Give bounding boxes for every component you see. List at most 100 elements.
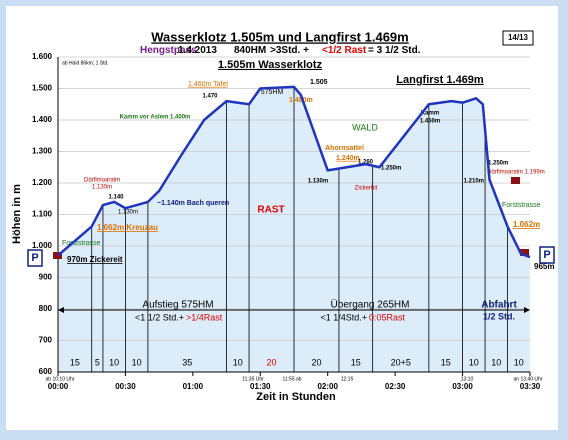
segment-minutes: 20+5 [391, 357, 411, 367]
annotation: 12:15 [341, 376, 354, 382]
x-tick-label: 00:30 [115, 382, 136, 391]
segment-minutes: 10 [514, 357, 524, 367]
annotation: 0:05Rast [369, 312, 406, 322]
x-tick-label: 02:30 [385, 382, 406, 391]
end-marker [520, 249, 529, 256]
annotation: 1/2 Std. [483, 311, 515, 321]
y-tick-label: 1.500 [32, 84, 53, 93]
annotation: 1.140 [108, 195, 124, 201]
y-tick-label: 1.000 [32, 241, 53, 250]
x-tick-label: 01:00 [183, 382, 204, 391]
y-tick-label: 700 [39, 336, 53, 345]
chart-title: Wasserklotz 1.505m und Langfirst 1.469m [151, 29, 408, 44]
segment-minutes: 10 [132, 357, 142, 367]
annotation: <1 1/2 Std.+ [135, 312, 184, 322]
annotation: 1.460m Tafel [188, 81, 228, 88]
annotation: Abfahrt [481, 300, 517, 311]
subtitle-part: Hengstpass [140, 45, 197, 56]
annotation: 1.210m [464, 179, 484, 185]
annotation: Übergang 265HM [331, 299, 410, 311]
parking-box [27, 249, 43, 267]
y-tick-label: 800 [39, 304, 53, 313]
parking-label: P [543, 249, 550, 261]
subtitle-part: = 3 1/2 Std. [368, 45, 421, 56]
annotation: ab 10:10 Uhr [46, 376, 75, 382]
annotation: 970m Zickereit [67, 255, 123, 264]
annotation: Langfirst 1.469m [396, 74, 484, 86]
subtitle-part: >3Std. + [270, 45, 309, 56]
annotation: an 13:40 Uhr [514, 376, 543, 382]
annotation: 1.250m [381, 166, 401, 172]
segment-minutes: 10 [109, 357, 119, 367]
y-tick-label: 600 [39, 367, 53, 376]
start-marker [53, 252, 62, 259]
segment-minutes: 10 [233, 357, 243, 367]
x-tick-label: 01:30 [250, 382, 271, 391]
x-tick-label: 03:00 [452, 382, 473, 391]
y-tick-label: 1.200 [32, 178, 53, 187]
parking-label: P [31, 252, 38, 264]
y-tick-label: 1.300 [32, 147, 53, 156]
segment-minutes: 5 [95, 357, 100, 367]
annotation: <1 1/4Std.+ [320, 312, 367, 322]
annotation: Ahornsattel [325, 145, 364, 152]
segment-minutes: 20 [267, 357, 277, 367]
annotation: Dörflmoaralm [84, 178, 120, 184]
segment-minutes: 15 [70, 357, 80, 367]
y-axis-label: Höhen in m [11, 184, 23, 244]
x-axis-label: Zeit in Stunden [256, 391, 336, 403]
annotation: 11:35 Uhr [242, 376, 264, 382]
subtitle: Hengstpass1.4.2013 840HM >3Std. + <1/2 Rast… [140, 45, 421, 56]
annotation: Aufstieg 575HM [142, 300, 213, 311]
annotation: 1.130m [118, 210, 138, 216]
segment-minutes: 15 [351, 357, 361, 367]
x-tick-label: 03:30 [520, 382, 541, 391]
segment-minutes: 10 [469, 357, 479, 367]
segment-minutes: 10 [491, 357, 501, 367]
annotation: 1.260 [358, 160, 374, 166]
y-tick-label: 900 [39, 273, 53, 282]
annotation: ~1.140m Bach queren [157, 200, 229, 207]
annotation: 13:10 [461, 376, 474, 382]
annotation: 1.130m [92, 185, 112, 191]
annotation: WALD [352, 122, 378, 132]
annotation: 1.062m Kreuzau [97, 223, 158, 232]
page-number: 14/13 [508, 33, 529, 42]
subtitle-part: 1.4.2013 [178, 45, 217, 56]
x-tick-label: 00:00 [48, 382, 69, 391]
annotation: Zickerhit [355, 186, 378, 192]
annotation: Kamm [421, 111, 439, 117]
annotation: 1.062m [513, 220, 540, 229]
segment-minutes: 15 [441, 357, 451, 367]
annotation: ab Haid 86km; 1 Std. [62, 60, 109, 66]
annotation: Forststrasse [502, 202, 541, 209]
annotation: 1.505m Wasserklotz [218, 59, 323, 71]
annotation: >1/4Rast [186, 312, 223, 322]
annotation: 1.480m [289, 97, 313, 104]
annotation: 1.240m [336, 155, 360, 162]
annotation: Dörflmoaralm 1.199m [487, 170, 545, 176]
annotation: 1.470 [202, 94, 218, 100]
annotation: Kamm vor Aslem 1.400m [120, 115, 191, 121]
annotation: 965m [534, 262, 554, 271]
subtitle-part: <1/2 Rast [322, 45, 367, 56]
subtitle-part: 840HM [234, 45, 266, 56]
annotation: Forststrasse [62, 240, 101, 247]
segment-minutes: 20 [311, 357, 321, 367]
annotation: 1.130m [308, 179, 328, 185]
profile-line [57, 85, 531, 259]
parking-box [539, 246, 555, 264]
annotation: RAST [257, 205, 284, 216]
annotation: 11:55 ab [282, 376, 301, 382]
annotation: 1.450m [420, 119, 440, 125]
y-tick-label: 1.600 [32, 52, 53, 61]
segment-minutes: 35 [182, 357, 192, 367]
hut-marker [511, 177, 520, 184]
annotation: 1.250m [488, 161, 508, 167]
annotation: 575HM [261, 89, 284, 96]
y-tick-label: 1.400 [32, 115, 53, 124]
x-tick-label: 02:00 [317, 382, 338, 391]
page-box [502, 30, 534, 46]
annotation: 1.505 [310, 79, 328, 86]
